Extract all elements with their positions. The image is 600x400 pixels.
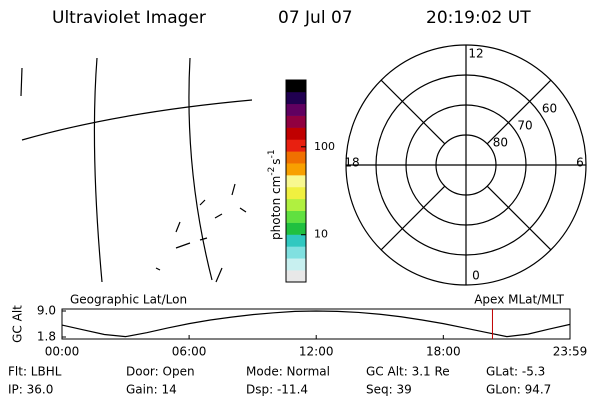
- map-lines: [20, 57, 253, 283]
- mlt-label: 12: [468, 47, 483, 61]
- info-field: Flt: LBHL: [8, 365, 62, 379]
- colorbar-segment: [286, 139, 306, 152]
- info-field: Mode: Normal: [246, 365, 330, 379]
- colorbar-segment: [286, 222, 306, 235]
- mlt-label: 6: [576, 156, 584, 170]
- info-field: Gain: 14: [126, 383, 177, 397]
- colorbar-segment: [286, 186, 306, 200]
- x-tick-label: 18:00: [426, 345, 461, 359]
- colorbar-segment: [286, 151, 306, 164]
- lat-label: 60: [542, 101, 557, 115]
- x-tick-label: 00:00: [45, 345, 80, 359]
- date: 07 Jul 07: [278, 8, 353, 28]
- colorbar-label-part: -2: [267, 167, 277, 176]
- colorbar-segment: [286, 246, 306, 259]
- polar-diagonal: [486, 185, 552, 251]
- colorbar-segment: [286, 234, 306, 247]
- altitude-line: [61, 310, 571, 338]
- info-field: GLat: -5.3: [486, 365, 545, 379]
- x-tick-label: 12:00: [299, 345, 334, 359]
- y-tick-label: 9.0: [37, 304, 56, 318]
- info-field: Seq: 39: [366, 383, 412, 397]
- mlt-label: 0: [472, 269, 480, 283]
- colorbar-segment: [286, 127, 306, 140]
- x-tick-label: 23:59: [553, 345, 588, 359]
- altitude-right-label: Apex MLat/MLT: [474, 293, 564, 307]
- colorbar-segment: [286, 91, 306, 105]
- info-field: Door: Open: [126, 365, 195, 379]
- colorbar-segment: [286, 103, 306, 116]
- polar-diagonal: [380, 79, 446, 145]
- colorbar-segment: [286, 198, 306, 212]
- colorbar-segment: [286, 115, 306, 128]
- colorbar-segment: [286, 210, 306, 223]
- x-tick-label: 06:00: [172, 345, 207, 359]
- colorbar-tick-label: 100: [314, 140, 335, 153]
- colorbar-tick-label: 10: [314, 228, 328, 241]
- altitude-left-label: Geographic Lat/Lon: [70, 293, 187, 307]
- colorbar-label-part: photon cm: [269, 176, 283, 240]
- colorbar-label: photon cm-2 s-1: [267, 149, 283, 240]
- time: 20:19:02 UT: [426, 8, 531, 28]
- mlt-label: 18: [344, 156, 359, 170]
- colorbar-label-part: -1: [267, 149, 277, 158]
- polar-diagonal: [486, 79, 552, 145]
- altitude-ylabel: GC Alt: [11, 305, 25, 343]
- colorbar-segment: [286, 258, 306, 271]
- lat-label: 70: [517, 118, 532, 132]
- y-tick-label: 1.8: [37, 330, 56, 344]
- title: Ultraviolet Imager: [52, 8, 206, 28]
- info-field: Dsp: -11.4: [246, 383, 308, 397]
- colorbar-segment: [286, 175, 306, 188]
- lat-label: 80: [493, 136, 508, 150]
- colorbar-segment: [286, 80, 306, 93]
- polar-diagonal: [380, 185, 446, 251]
- info-field: GC Alt: 3.1 Re: [366, 365, 450, 379]
- info-field: GLon: 94.7: [486, 383, 551, 397]
- colorbar-segment: [286, 163, 306, 176]
- colorbar-frame: [285, 79, 307, 283]
- info-field: IP: 36.0: [8, 383, 53, 397]
- colorbar-label-part: s: [269, 158, 283, 164]
- colorbar-segment: [286, 270, 306, 283]
